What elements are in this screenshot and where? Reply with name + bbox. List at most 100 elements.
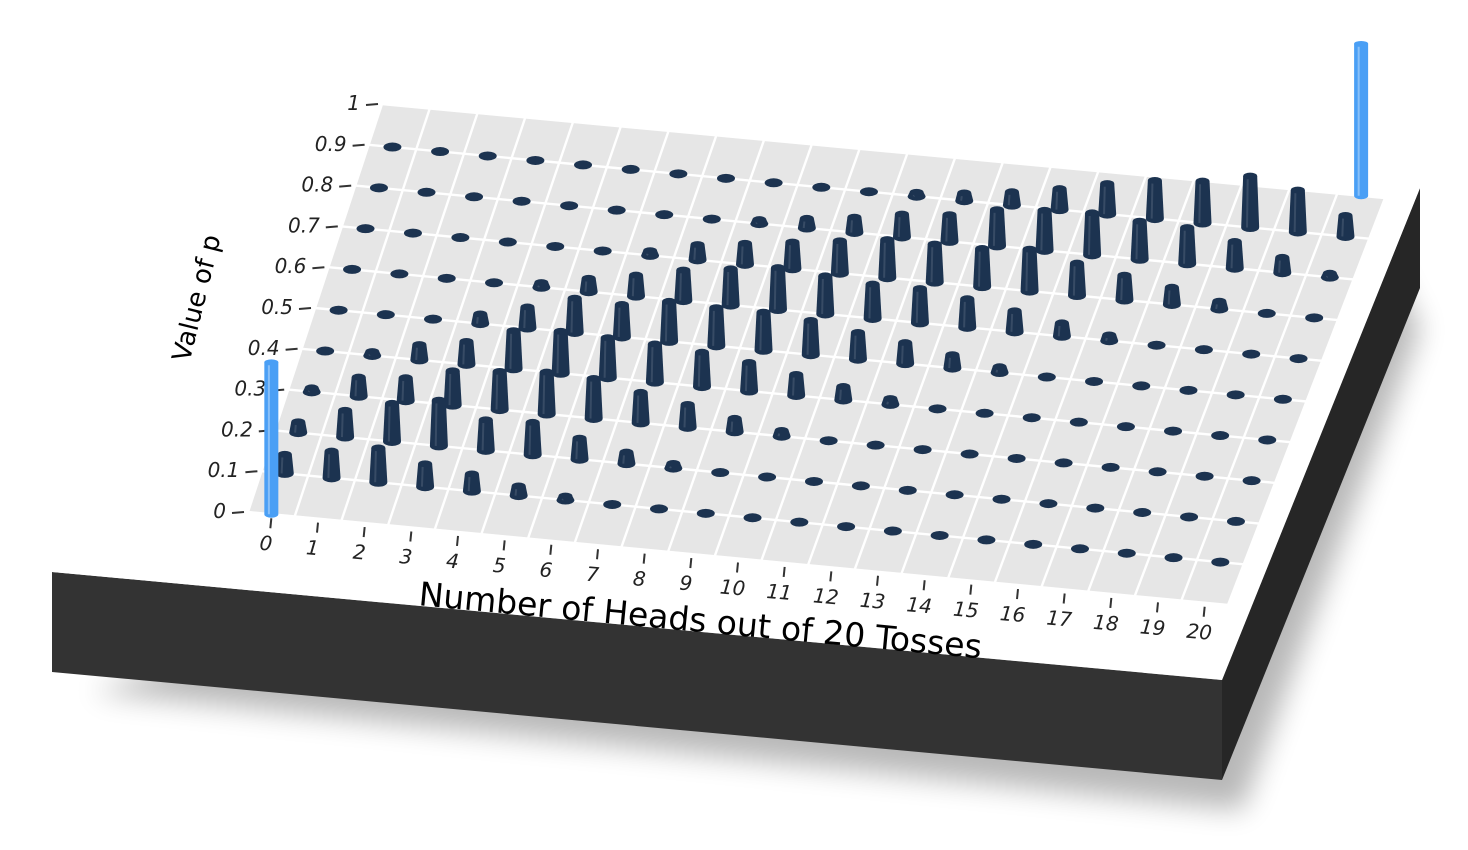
x-tick-mark bbox=[269, 518, 273, 529]
bar bbox=[1098, 180, 1117, 219]
bar bbox=[565, 294, 584, 337]
bar bbox=[1320, 269, 1339, 282]
bar bbox=[1116, 422, 1135, 432]
bar bbox=[1258, 435, 1277, 445]
y-axis-title: Value of p bbox=[167, 232, 227, 365]
bar bbox=[1164, 426, 1183, 436]
bar bbox=[471, 310, 490, 329]
base-front-side bbox=[52, 572, 1222, 780]
bar bbox=[556, 492, 575, 505]
base-right-side bbox=[1222, 188, 1420, 780]
bar bbox=[1130, 217, 1149, 264]
x-tick-mark bbox=[876, 575, 879, 586]
y-tick-label: 0.3 bbox=[234, 377, 266, 401]
bar bbox=[702, 214, 721, 224]
bar bbox=[910, 285, 929, 328]
bar bbox=[758, 472, 777, 482]
bar bbox=[892, 210, 911, 242]
x-tick-label: 3 bbox=[399, 544, 414, 569]
x-tick-label: 10 bbox=[719, 574, 746, 600]
bar bbox=[275, 450, 294, 478]
x-tick-mark bbox=[502, 540, 506, 551]
bar bbox=[641, 247, 660, 260]
bar bbox=[518, 303, 537, 333]
y-tick-mark bbox=[245, 470, 258, 474]
bar bbox=[1226, 516, 1245, 526]
bar bbox=[1052, 319, 1071, 341]
bar bbox=[1050, 185, 1069, 215]
x-tick-label: 20 bbox=[1186, 619, 1213, 645]
bar bbox=[913, 445, 932, 455]
bar bbox=[960, 449, 979, 459]
bar bbox=[725, 414, 744, 437]
bar bbox=[465, 192, 484, 202]
bar bbox=[1210, 297, 1229, 314]
x-tick-label: 7 bbox=[585, 562, 600, 587]
y-tick-mark bbox=[285, 347, 298, 351]
bar bbox=[429, 396, 448, 451]
bar bbox=[617, 448, 636, 469]
bar bbox=[546, 241, 565, 251]
bar bbox=[383, 142, 402, 152]
x-tick-mark bbox=[782, 566, 786, 578]
bar bbox=[1020, 245, 1039, 296]
bar bbox=[790, 517, 809, 527]
bar bbox=[383, 399, 402, 446]
x-tick-mark bbox=[736, 562, 739, 573]
bar bbox=[1336, 211, 1355, 241]
x-tick-mark bbox=[1156, 602, 1159, 613]
y-tick-label: 0.4 bbox=[248, 336, 280, 360]
bar bbox=[1162, 283, 1181, 309]
bar bbox=[1101, 462, 1120, 472]
bar bbox=[878, 236, 897, 283]
bar bbox=[834, 383, 853, 405]
bar bbox=[1148, 467, 1167, 477]
x-tick-label: 5 bbox=[492, 553, 507, 578]
bar bbox=[925, 240, 944, 287]
bar bbox=[390, 269, 409, 279]
bar bbox=[1194, 345, 1213, 355]
bar bbox=[598, 334, 617, 383]
y-tick-label: 1 bbox=[347, 91, 360, 115]
bar bbox=[1211, 557, 1230, 567]
bar bbox=[845, 213, 864, 237]
bar bbox=[302, 384, 321, 397]
bar bbox=[721, 265, 740, 310]
bar bbox=[1005, 307, 1024, 337]
x-tick-mark bbox=[969, 584, 973, 595]
y-tick-mark bbox=[231, 511, 245, 514]
bar bbox=[1145, 176, 1164, 224]
bar bbox=[797, 214, 816, 233]
grid-line-y bbox=[381, 102, 1386, 200]
bar bbox=[692, 348, 711, 392]
bar bbox=[945, 490, 964, 500]
bar bbox=[437, 273, 456, 283]
bar bbox=[1083, 209, 1102, 260]
bar bbox=[316, 346, 335, 356]
bar bbox=[772, 426, 791, 441]
y-tick-label: 0.2 bbox=[221, 417, 253, 441]
bar bbox=[363, 348, 382, 360]
bar bbox=[289, 418, 308, 438]
bar bbox=[735, 239, 754, 269]
bar bbox=[787, 371, 806, 401]
x-tick-mark bbox=[409, 531, 413, 542]
bar bbox=[859, 187, 878, 197]
x-tick-label: 11 bbox=[766, 579, 793, 605]
bar bbox=[992, 494, 1011, 504]
bar bbox=[898, 485, 917, 495]
bar bbox=[579, 274, 598, 297]
y-tick-label: 0.8 bbox=[301, 173, 333, 197]
bar bbox=[551, 327, 570, 378]
x-tick-label: 14 bbox=[906, 592, 933, 618]
bar bbox=[943, 351, 962, 373]
bar bbox=[560, 201, 579, 211]
bar bbox=[1069, 417, 1088, 427]
bar bbox=[1195, 471, 1214, 481]
x-tick-label: 0 bbox=[259, 531, 274, 556]
bar bbox=[688, 241, 707, 265]
x-tick-mark bbox=[1016, 588, 1019, 600]
bar bbox=[907, 188, 926, 201]
bar bbox=[1179, 385, 1198, 395]
